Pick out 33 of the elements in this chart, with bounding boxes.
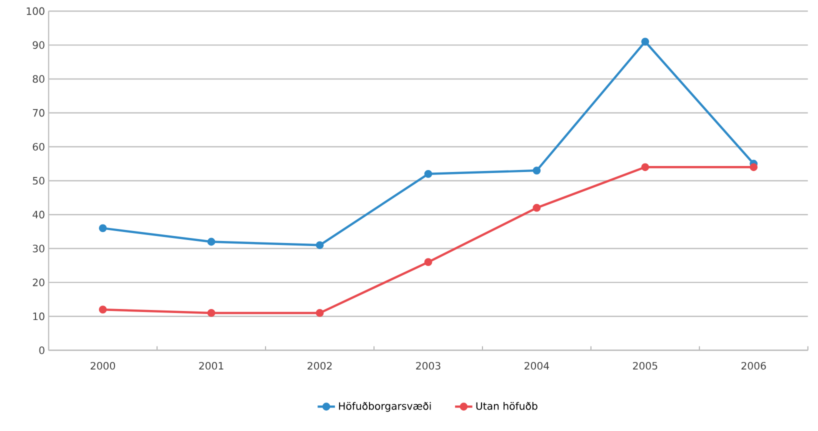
point [424, 170, 432, 178]
x-tick-label: 2003 [416, 362, 440, 370]
y-tick-label: 0 [39, 346, 44, 354]
y-tick-label: 90 [32, 41, 44, 49]
point [750, 163, 758, 171]
legend-label: Höfuðborgarsvæði [339, 402, 431, 412]
y-tick-label: 40 [32, 210, 44, 218]
point [98, 306, 107, 314]
point [532, 204, 541, 212]
point [424, 258, 432, 266]
point [532, 166, 541, 174]
point [641, 163, 650, 171]
legend-label: Utan höfuðb [476, 402, 538, 410]
y-tick-label: 50 [32, 176, 44, 184]
point [316, 308, 324, 317]
x-tick-label: 2004 [524, 362, 550, 370]
x-tick-label: 2001 [199, 362, 224, 370]
y-tick-label: 100 [26, 7, 44, 15]
x-tick-label: 2000 [90, 362, 116, 370]
y-tick-label: 80 [32, 75, 44, 83]
point [98, 224, 107, 232]
point [641, 38, 650, 46]
y-tick-label: 70 [32, 108, 44, 117]
y-tick-label: 10 [33, 312, 44, 320]
x-tick-label: 2002 [308, 362, 332, 370]
x-tick-label: 2006 [742, 362, 766, 370]
point [316, 241, 324, 249]
y-tick-label: 30 [32, 244, 44, 252]
x-tick-label: 2005 [633, 362, 658, 370]
y-tick-label: 20 [32, 278, 44, 286]
point [207, 308, 216, 317]
y-tick-label: 60 [32, 142, 44, 150]
point [207, 238, 216, 246]
